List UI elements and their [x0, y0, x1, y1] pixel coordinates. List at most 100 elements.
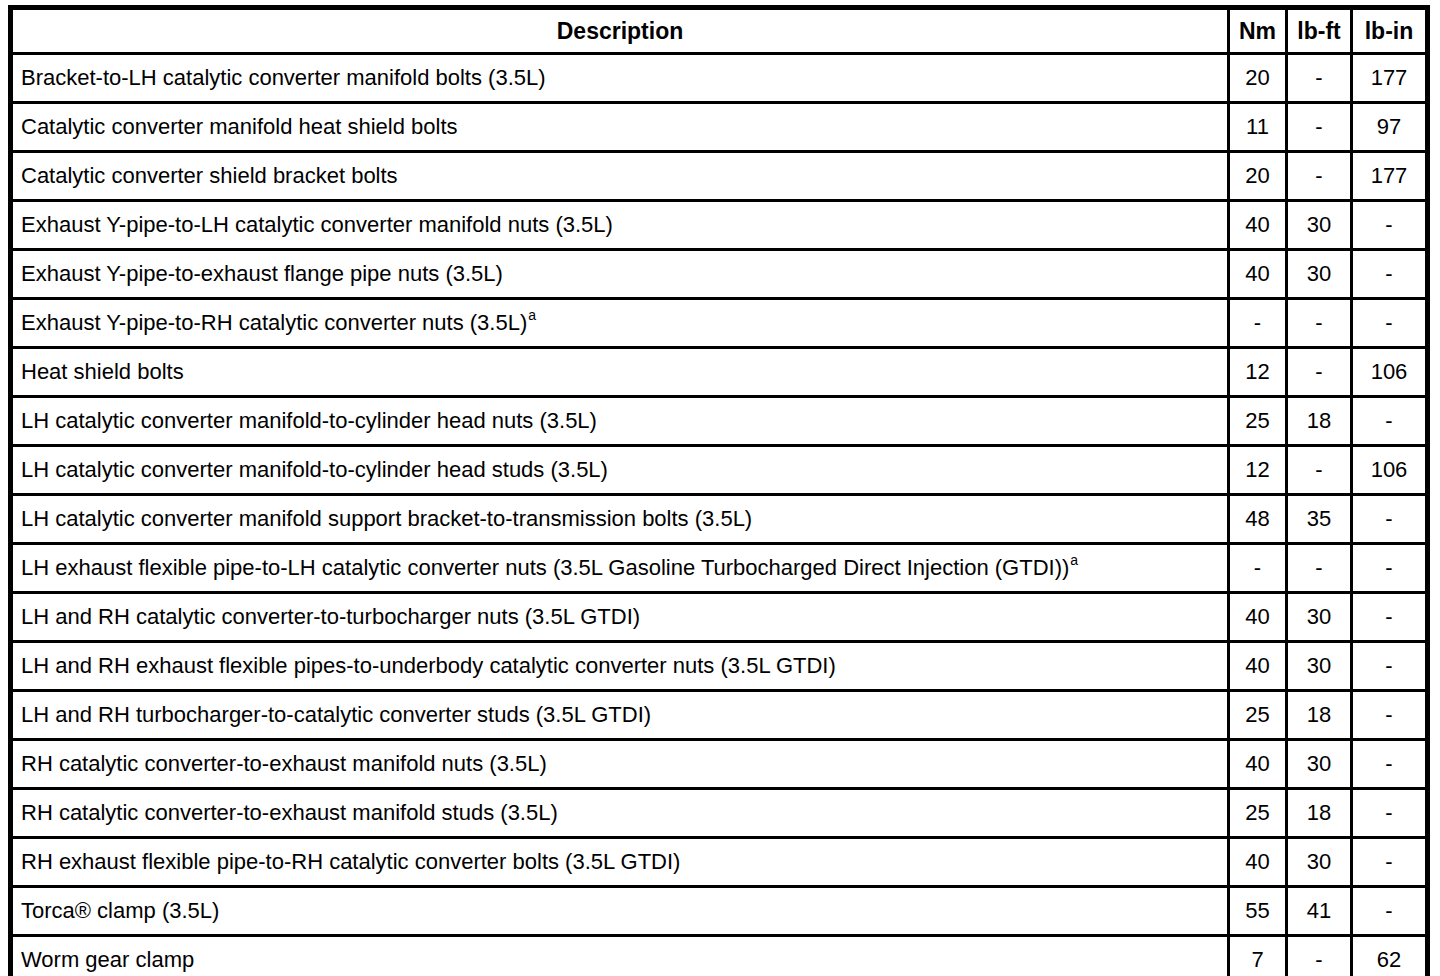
- nm-cell: 40: [1229, 740, 1287, 789]
- lb-in-cell: -: [1352, 250, 1428, 299]
- table-row: LH catalytic converter manifold-to-cylin…: [11, 446, 1428, 495]
- description-cell: LH catalytic converter manifold support …: [11, 495, 1229, 544]
- lb-in-cell: -: [1352, 691, 1428, 740]
- lb-ft-cell: 18: [1287, 691, 1352, 740]
- table-row: Catalytic converter shield bracket bolts…: [11, 152, 1428, 201]
- nm-cell: 48: [1229, 495, 1287, 544]
- torque-table-body: Bracket-to-LH catalytic converter manifo…: [11, 54, 1428, 976]
- nm-cell: -: [1229, 544, 1287, 593]
- lb-in-cell: 106: [1352, 446, 1428, 495]
- nm-cell: 12: [1229, 446, 1287, 495]
- table-row: RH exhaust flexible pipe-to-RH catalytic…: [11, 838, 1428, 887]
- lb-ft-cell: 18: [1287, 789, 1352, 838]
- footnote-marker: a: [528, 307, 536, 323]
- lb-in-cell: -: [1352, 495, 1428, 544]
- table-row: Exhaust Y-pipe-to-RH catalytic converter…: [11, 299, 1428, 348]
- col-header-description: Description: [11, 8, 1229, 54]
- col-header-nm: Nm: [1229, 8, 1287, 54]
- lb-ft-cell: 30: [1287, 201, 1352, 250]
- table-row: Catalytic converter manifold heat shield…: [11, 103, 1428, 152]
- nm-cell: 7: [1229, 936, 1287, 976]
- lb-in-cell: -: [1352, 593, 1428, 642]
- nm-cell: 40: [1229, 201, 1287, 250]
- footnote-marker: a: [1070, 552, 1078, 568]
- table-row: LH catalytic converter manifold support …: [11, 495, 1428, 544]
- lb-ft-cell: -: [1287, 103, 1352, 152]
- nm-cell: 40: [1229, 642, 1287, 691]
- table-row: LH and RH exhaust flexible pipes-to-unde…: [11, 642, 1428, 691]
- lb-in-cell: -: [1352, 740, 1428, 789]
- col-header-lb-in: lb-in: [1352, 8, 1428, 54]
- document-page: Description Nm lb-ft lb-in Bracket-to-LH…: [0, 0, 1440, 976]
- table-row: LH and RH turbocharger-to-catalytic conv…: [11, 691, 1428, 740]
- table-row: RH catalytic converter-to-exhaust manifo…: [11, 789, 1428, 838]
- lb-in-cell: -: [1352, 789, 1428, 838]
- lb-in-cell: 62: [1352, 936, 1428, 976]
- table-row: Bracket-to-LH catalytic converter manifo…: [11, 54, 1428, 103]
- nm-cell: 55: [1229, 887, 1287, 936]
- description-cell: LH catalytic converter manifold-to-cylin…: [11, 397, 1229, 446]
- table-row: LH exhaust flexible pipe-to-LH catalytic…: [11, 544, 1428, 593]
- description-cell: Exhaust Y-pipe-to-RH catalytic converter…: [11, 299, 1229, 348]
- lb-in-cell: -: [1352, 397, 1428, 446]
- table-row: Exhaust Y-pipe-to-LH catalytic converter…: [11, 201, 1428, 250]
- nm-cell: 25: [1229, 691, 1287, 740]
- description-cell: Catalytic converter shield bracket bolts: [11, 152, 1229, 201]
- lb-ft-cell: -: [1287, 299, 1352, 348]
- lb-in-cell: -: [1352, 642, 1428, 691]
- description-cell: RH exhaust flexible pipe-to-RH catalytic…: [11, 838, 1229, 887]
- nm-cell: 12: [1229, 348, 1287, 397]
- nm-cell: 40: [1229, 838, 1287, 887]
- nm-cell: 25: [1229, 789, 1287, 838]
- lb-in-cell: -: [1352, 544, 1428, 593]
- lb-ft-cell: 30: [1287, 642, 1352, 691]
- lb-in-cell: -: [1352, 201, 1428, 250]
- description-cell: RH catalytic converter-to-exhaust manifo…: [11, 740, 1229, 789]
- nm-cell: 20: [1229, 54, 1287, 103]
- lb-ft-cell: -: [1287, 544, 1352, 593]
- lb-ft-cell: -: [1287, 446, 1352, 495]
- description-cell: Torca® clamp (3.5L): [11, 887, 1229, 936]
- description-cell: Catalytic converter manifold heat shield…: [11, 103, 1229, 152]
- lb-ft-cell: -: [1287, 348, 1352, 397]
- nm-cell: 40: [1229, 250, 1287, 299]
- description-cell: Exhaust Y-pipe-to-exhaust flange pipe nu…: [11, 250, 1229, 299]
- description-cell: LH and RH turbocharger-to-catalytic conv…: [11, 691, 1229, 740]
- lb-ft-cell: 30: [1287, 740, 1352, 789]
- lb-in-cell: -: [1352, 299, 1428, 348]
- table-row: Torca® clamp (3.5L)5541-: [11, 887, 1428, 936]
- lb-ft-cell: 30: [1287, 838, 1352, 887]
- lb-in-cell: 97: [1352, 103, 1428, 152]
- nm-cell: -: [1229, 299, 1287, 348]
- nm-cell: 20: [1229, 152, 1287, 201]
- table-row: LH catalytic converter manifold-to-cylin…: [11, 397, 1428, 446]
- lb-ft-cell: -: [1287, 54, 1352, 103]
- nm-cell: 11: [1229, 103, 1287, 152]
- lb-in-cell: -: [1352, 887, 1428, 936]
- lb-ft-cell: 35: [1287, 495, 1352, 544]
- description-cell: Worm gear clamp: [11, 936, 1229, 976]
- description-cell: LH and RH catalytic converter-to-turboch…: [11, 593, 1229, 642]
- header-row: Description Nm lb-ft lb-in: [11, 8, 1428, 54]
- nm-cell: 40: [1229, 593, 1287, 642]
- lb-ft-cell: 30: [1287, 250, 1352, 299]
- lb-in-cell: 177: [1352, 152, 1428, 201]
- description-cell: RH catalytic converter-to-exhaust manifo…: [11, 789, 1229, 838]
- table-row: RH catalytic converter-to-exhaust manifo…: [11, 740, 1428, 789]
- description-cell: LH catalytic converter manifold-to-cylin…: [11, 446, 1229, 495]
- table-row: LH and RH catalytic converter-to-turboch…: [11, 593, 1428, 642]
- lb-in-cell: -: [1352, 838, 1428, 887]
- table-row: Worm gear clamp7-62: [11, 936, 1428, 976]
- lb-in-cell: 177: [1352, 54, 1428, 103]
- lb-ft-cell: -: [1287, 936, 1352, 976]
- col-header-lb-ft: lb-ft: [1287, 8, 1352, 54]
- lb-ft-cell: 41: [1287, 887, 1352, 936]
- nm-cell: 25: [1229, 397, 1287, 446]
- description-cell: Heat shield bolts: [11, 348, 1229, 397]
- description-cell: LH and RH exhaust flexible pipes-to-unde…: [11, 642, 1229, 691]
- table-row: Exhaust Y-pipe-to-exhaust flange pipe nu…: [11, 250, 1428, 299]
- description-cell: Exhaust Y-pipe-to-LH catalytic converter…: [11, 201, 1229, 250]
- lb-ft-cell: -: [1287, 152, 1352, 201]
- description-cell: LH exhaust flexible pipe-to-LH catalytic…: [11, 544, 1229, 593]
- lb-in-cell: 106: [1352, 348, 1428, 397]
